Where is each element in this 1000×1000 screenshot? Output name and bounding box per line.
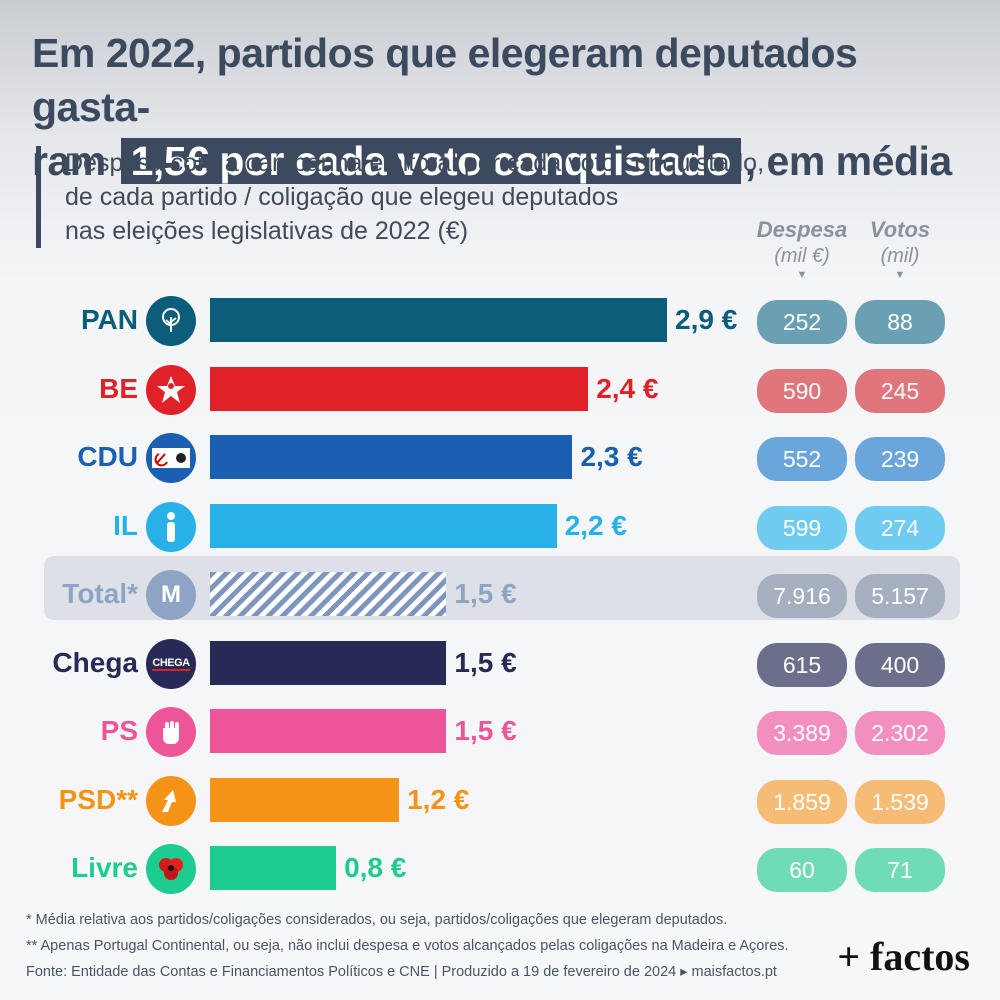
data-label: 2,4 € — [596, 372, 659, 404]
bar — [210, 366, 589, 411]
factos-brand-logo: + factos — [837, 934, 970, 979]
despesa-value: 3.389 — [757, 711, 847, 755]
chart-row: Chega CHEGA 1,5 € 615 400 — [0, 633, 1000, 693]
title-line-2: ram 1,5€ por cada voto conquistado, em m… — [32, 134, 972, 188]
bar — [210, 709, 447, 753]
footnote-2: ** Apenas Portugal Continental, ou seja,… — [26, 938, 789, 954]
title-highlight: 1,5€ por cada voto conquistado — [120, 138, 741, 184]
votos-value: 239 — [855, 437, 945, 481]
chart-row: Total* M 1,5 € 7.916 5.157 — [0, 564, 1000, 624]
category-label: PAN — [80, 304, 138, 335]
title-line-2-end: , em média — [744, 138, 952, 184]
despesa-value: 60 — [757, 848, 847, 892]
subtitle-line-1: Despesa com a campanha eleitoral por cad… — [65, 149, 765, 177]
votos-header-unit: (mil) — [880, 245, 920, 267]
title-line-1: Em 2022, partidos que elegeram deputados… — [32, 30, 858, 130]
bar — [210, 777, 400, 822]
votos-value: 71 — [855, 848, 945, 892]
data-label: 2,3 € — [580, 441, 643, 472]
chart-row: IL 2,2 € 599 274 — [0, 496, 1000, 556]
bar — [210, 435, 573, 479]
data-label: 2,2 € — [564, 509, 627, 541]
chart-row: PAN 2,9 € 252 88 — [0, 290, 1000, 350]
category-label: PSD** — [58, 783, 138, 815]
chega-logo-icon: CHEGA — [146, 638, 196, 689]
data-label: 0,8 € — [344, 852, 407, 883]
hammer-sickle-icon — [146, 433, 196, 483]
category-label: PS — [100, 715, 138, 746]
bar — [210, 846, 337, 890]
bar — [210, 503, 557, 548]
votos-value: 274 — [855, 505, 945, 550]
info-i-icon — [146, 501, 196, 552]
votos-header-title: Votos — [869, 217, 931, 242]
despesa-value: 7.916 — [757, 574, 847, 618]
chart-row: PS 1,5 € 3.389 2.302 — [0, 701, 1000, 761]
category-label: CDU — [77, 441, 138, 472]
tree-icon — [146, 296, 196, 346]
footnote-source: Fonte: Entidade das Contas e Financiamen… — [26, 964, 777, 980]
category-label: Chega — [52, 646, 138, 678]
title-line-2-start: ram — [32, 138, 106, 184]
votos-value: 88 — [855, 300, 945, 344]
despesa-value: 615 — [757, 642, 847, 687]
votos-value: 400 — [855, 642, 945, 687]
bar — [210, 572, 447, 616]
footnote-1: * Média relativa aos partidos/coligações… — [26, 912, 728, 928]
data-label: 2,9 € — [675, 304, 738, 335]
chart-title: Em 2022, partidos que elegeram deputados… — [32, 26, 972, 188]
arrow-logo-icon — [146, 775, 196, 826]
chart-row: CDU 2,3 € 552 239 — [0, 427, 1000, 487]
data-label: 1,5 € — [454, 578, 517, 609]
despesa-column-header: Despesa (mil €) ▼ — [756, 216, 848, 282]
despesa-header-title: Despesa — [756, 217, 848, 242]
poppy-icon — [146, 844, 196, 894]
despesa-value: 590 — [757, 368, 847, 413]
category-label: BE — [99, 372, 138, 404]
votos-value: 245 — [855, 368, 945, 413]
bar — [210, 640, 447, 685]
chart-row: PSD** 1,2 € 1.859 1.539 — [0, 770, 1000, 830]
votos-value: 2.302 — [855, 711, 945, 755]
subtitle-line-2: de cada partido / coligação que elegeu d… — [65, 183, 619, 211]
subtitle-line-3: nas eleições legislativas de 2022 (€) — [65, 217, 469, 245]
bar — [210, 298, 667, 342]
despesa-down-arrow-icon: ▼ — [796, 269, 808, 281]
despesa-header-unit: (mil €) — [774, 245, 830, 267]
votos-value: 5.157 — [855, 574, 945, 618]
data-label: 1,5 € — [454, 715, 517, 746]
category-label: Livre — [71, 852, 138, 883]
m-logo-icon: M — [146, 570, 196, 620]
chart-subtitle: Despesa com a campanha eleitoral por cad… — [36, 146, 776, 248]
despesa-value: 252 — [757, 300, 847, 344]
data-label: 1,2 € — [407, 783, 470, 815]
fist-rose-icon — [146, 707, 196, 757]
votos-column-header: Votos (mil) ▼ — [854, 216, 946, 282]
despesa-value: 1.859 — [757, 779, 847, 824]
category-label: Total* — [62, 578, 138, 609]
data-label: 1,5 € — [454, 646, 517, 678]
category-label: IL — [113, 509, 138, 541]
despesa-value: 552 — [757, 437, 847, 481]
despesa-value: 599 — [757, 505, 847, 550]
chart-row: BE 2,4 € 590 245 — [0, 359, 1000, 419]
votos-value: 1.539 — [855, 779, 945, 824]
chart-row: Livre 0,8 € 60 71 — [0, 838, 1000, 898]
star-person-icon — [146, 364, 196, 415]
votos-down-arrow-icon: ▼ — [894, 269, 906, 281]
